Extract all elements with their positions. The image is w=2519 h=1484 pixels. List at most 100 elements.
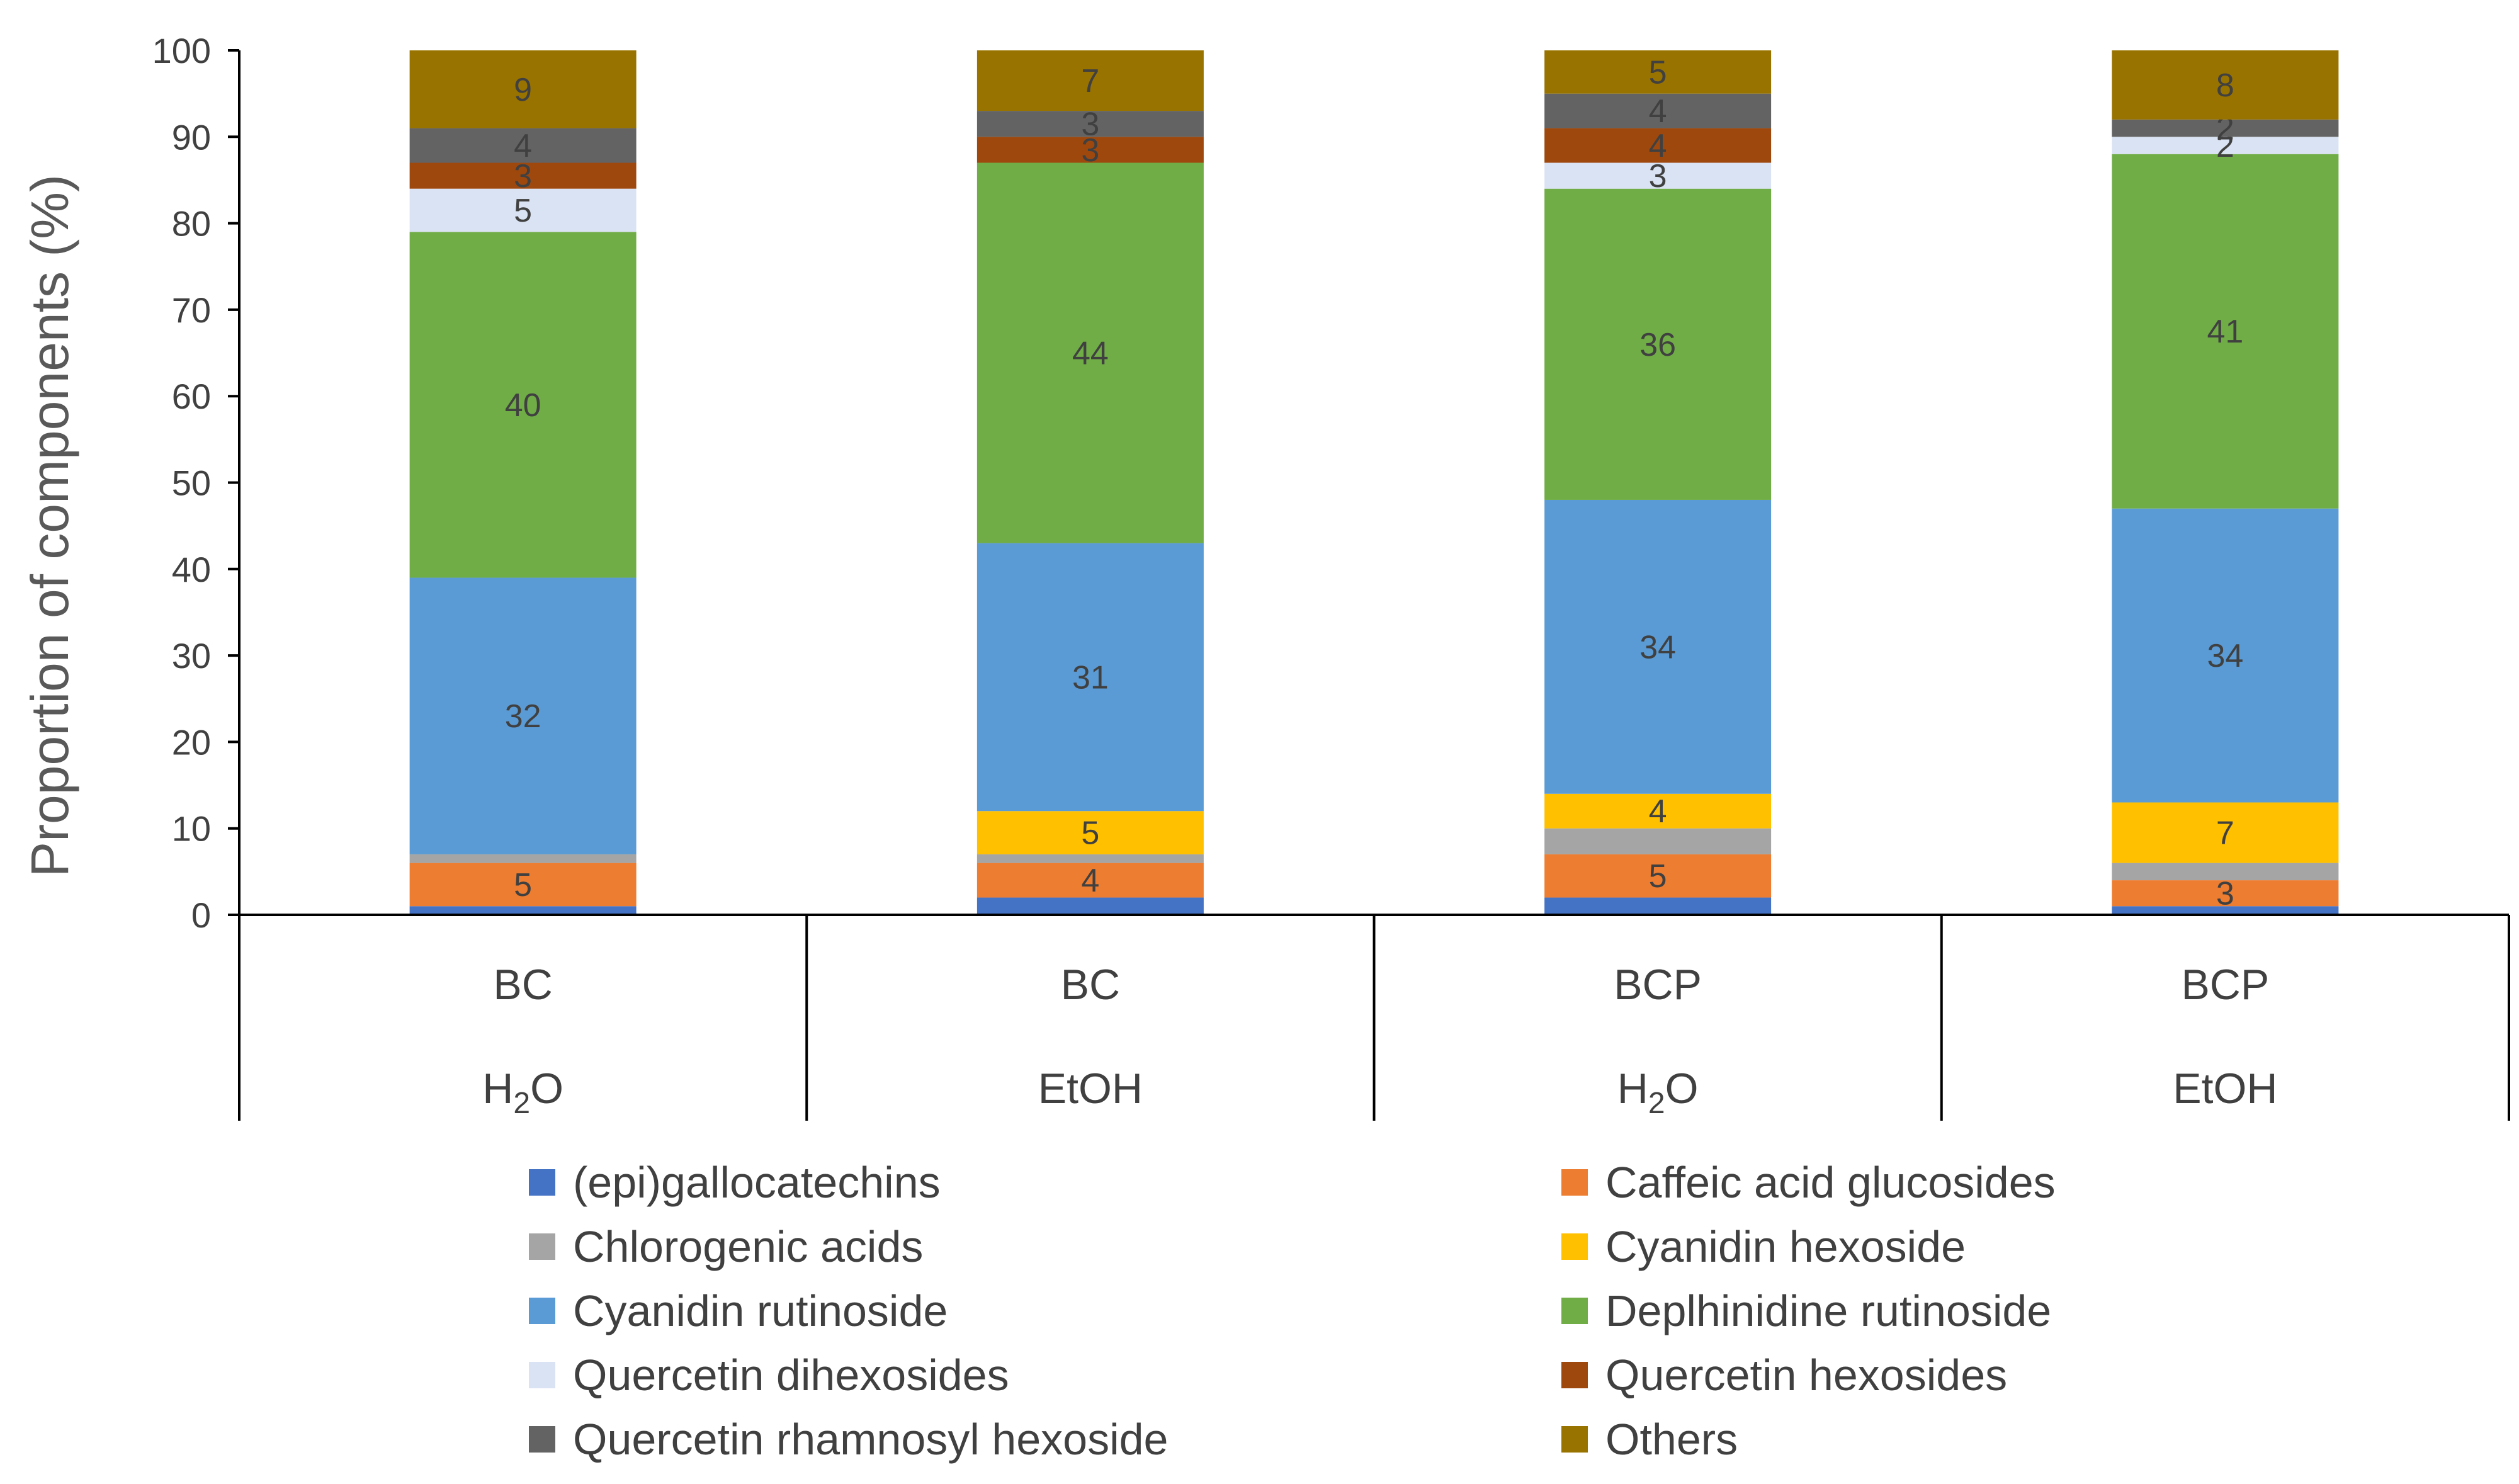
y-tick-label: 40 bbox=[172, 550, 211, 589]
y-tick-label: 70 bbox=[172, 290, 211, 330]
data-label: 31 bbox=[1072, 659, 1109, 696]
legend-label: Cyanidin hexoside bbox=[1605, 1222, 1966, 1271]
data-label: 3 bbox=[2216, 876, 2234, 912]
bar-segment bbox=[2112, 119, 2339, 137]
bar-segment bbox=[409, 50, 637, 128]
legend-item: Caffeic acid glucosides bbox=[1561, 1158, 2166, 1207]
legend-item: Quercetin hexosides bbox=[1561, 1351, 2166, 1400]
bar-segment bbox=[2112, 508, 2339, 803]
bar-segment bbox=[976, 854, 1204, 863]
x-tick-label: BC bbox=[1061, 961, 1120, 1009]
data-label: 7 bbox=[1081, 63, 1099, 99]
y-tick-label: 30 bbox=[172, 636, 211, 676]
bar-segment bbox=[1544, 854, 1772, 898]
legend-label: Cyanidin rutinoside bbox=[573, 1286, 948, 1335]
bar-segment bbox=[409, 162, 637, 189]
legend-item: (epi)gallocatechins bbox=[529, 1158, 1561, 1207]
bar-segment bbox=[409, 906, 637, 915]
bar-segment bbox=[1544, 50, 1772, 94]
legend-item: Cyanidin hexoside bbox=[1561, 1222, 2166, 1271]
bar-segment bbox=[2112, 906, 2339, 915]
bar-segment bbox=[2112, 880, 2339, 907]
data-label: 4 bbox=[1649, 93, 1667, 130]
legend-label: Quercetin rhamnosyl hexoside bbox=[573, 1415, 1169, 1464]
bar-segment bbox=[409, 854, 637, 863]
data-label: 41 bbox=[2207, 314, 2243, 350]
bar-segment bbox=[2112, 154, 2339, 509]
legend-item: Others bbox=[1561, 1415, 2166, 1464]
y-tick-label: 80 bbox=[172, 204, 211, 244]
y-tick-label: 50 bbox=[172, 463, 211, 503]
bar-segment bbox=[1544, 93, 1772, 128]
legend-swatch bbox=[529, 1426, 555, 1453]
data-label: 4 bbox=[1649, 793, 1667, 830]
data-label: 5 bbox=[514, 193, 532, 229]
legend-swatch bbox=[1561, 1426, 1588, 1453]
legend-label: (epi)gallocatechins bbox=[573, 1158, 941, 1207]
bar-segment bbox=[409, 128, 637, 163]
y-tick-label: 90 bbox=[172, 117, 211, 157]
y-tick-label: 60 bbox=[172, 377, 211, 416]
y-tick-label: 20 bbox=[172, 722, 211, 762]
data-label: 36 bbox=[1639, 327, 1676, 363]
bar-segment bbox=[976, 811, 1204, 854]
bar-segment bbox=[1544, 897, 1772, 915]
data-label: 4 bbox=[514, 128, 532, 164]
data-label: 3 bbox=[1081, 132, 1099, 169]
bar-segment bbox=[409, 863, 637, 907]
y-tick-label: 0 bbox=[191, 895, 211, 935]
x-group-label: EtOH bbox=[1038, 1065, 1143, 1113]
data-label: 4 bbox=[1081, 863, 1099, 899]
bar-segment bbox=[2112, 137, 2339, 154]
data-label: 3 bbox=[1649, 158, 1667, 195]
x-group-label: EtOH bbox=[2173, 1065, 2277, 1113]
bar-segment bbox=[1544, 162, 1772, 189]
bar-segment bbox=[976, 162, 1204, 543]
legend-swatch bbox=[529, 1362, 555, 1388]
legend-item: Deplhinidine rutinoside bbox=[1561, 1286, 2166, 1335]
data-label: 9 bbox=[514, 72, 532, 108]
bar-segment bbox=[409, 577, 637, 854]
legend-swatch bbox=[529, 1298, 555, 1324]
legend-label: Others bbox=[1605, 1415, 1738, 1464]
data-label: 34 bbox=[1639, 629, 1676, 666]
bar-segment bbox=[2112, 863, 2339, 881]
y-axis-label: Proportion of components (%) bbox=[20, 174, 79, 877]
bar-segment bbox=[1544, 828, 1772, 854]
legend-item: Chlorogenic acids bbox=[529, 1222, 1561, 1271]
bar-segment bbox=[976, 50, 1204, 111]
legend-swatch bbox=[1561, 1298, 1588, 1324]
legend-item: Cyanidin rutinoside bbox=[529, 1286, 1561, 1335]
legend-label: Chlorogenic acids bbox=[573, 1222, 924, 1271]
data-label: 44 bbox=[1072, 336, 1109, 372]
legend-item: Quercetin dihexosides bbox=[529, 1351, 1561, 1400]
bar-segment bbox=[1544, 793, 1772, 829]
data-label: 34 bbox=[2207, 638, 2243, 674]
bar-segment bbox=[1544, 499, 1772, 794]
legend: (epi)gallocatechins Caffeic acid glucosid… bbox=[529, 1158, 2166, 1464]
bar-segment bbox=[976, 137, 1204, 163]
legend-swatch bbox=[529, 1169, 555, 1196]
legend-label: Quercetin dihexosides bbox=[573, 1351, 1009, 1400]
data-label: 5 bbox=[1081, 815, 1099, 852]
bar-segment bbox=[2112, 802, 2339, 863]
y-axis: 0 10 20 30 40 50 60 70 80 90 100 bbox=[152, 31, 241, 935]
legend-label: Quercetin hexosides bbox=[1605, 1351, 2008, 1400]
y-tick-label: 10 bbox=[172, 809, 211, 849]
x-tick-label: BCP bbox=[1614, 961, 1702, 1009]
x-axis: BC H2O BC EtOH BCP H2O BCP EtOH bbox=[238, 914, 2510, 1121]
x-group-label: H2O bbox=[482, 1065, 563, 1120]
bar-segment bbox=[1544, 128, 1772, 163]
legend-swatch bbox=[1561, 1169, 1588, 1196]
legend-swatch bbox=[1561, 1233, 1588, 1260]
legend-swatch bbox=[1561, 1362, 1588, 1388]
bar-segment bbox=[976, 543, 1204, 812]
data-label: 40 bbox=[505, 387, 541, 424]
x-group-label: H2O bbox=[1617, 1065, 1699, 1120]
y-tick-label: 100 bbox=[152, 31, 211, 71]
legend-item: Quercetin rhamnosyl hexoside bbox=[529, 1415, 1561, 1464]
x-tick-label: BC bbox=[493, 961, 552, 1009]
